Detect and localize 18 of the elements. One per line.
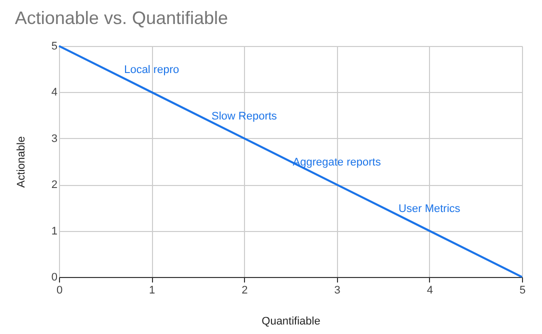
y-tick-label: 2 [51, 179, 58, 192]
annotation: Local repro [124, 64, 180, 76]
y-tick-label: 0 [51, 272, 58, 284]
x-tick-label: 4 [426, 284, 433, 296]
annotation: User Metrics [398, 202, 461, 215]
x-tick-label: 3 [334, 284, 340, 296]
y-tick-label: 1 [51, 225, 58, 238]
y-tick-label: 3 [51, 132, 58, 145]
y-axis-title: Actionable [15, 136, 28, 188]
annotation: Slow Reports [211, 110, 278, 122]
x-axis-title: Quantifiable [262, 316, 320, 328]
y-tick-label: 5 [51, 40, 58, 52]
annotation: Aggregate reports [292, 156, 382, 169]
x-tick-label: 2 [242, 284, 248, 296]
x-tick-label: 1 [149, 284, 156, 296]
y-tick-label: 4 [51, 86, 58, 99]
x-tick-label: 5 [519, 284, 526, 296]
chart-title: Actionable vs. Quantifiable [14, 8, 228, 28]
